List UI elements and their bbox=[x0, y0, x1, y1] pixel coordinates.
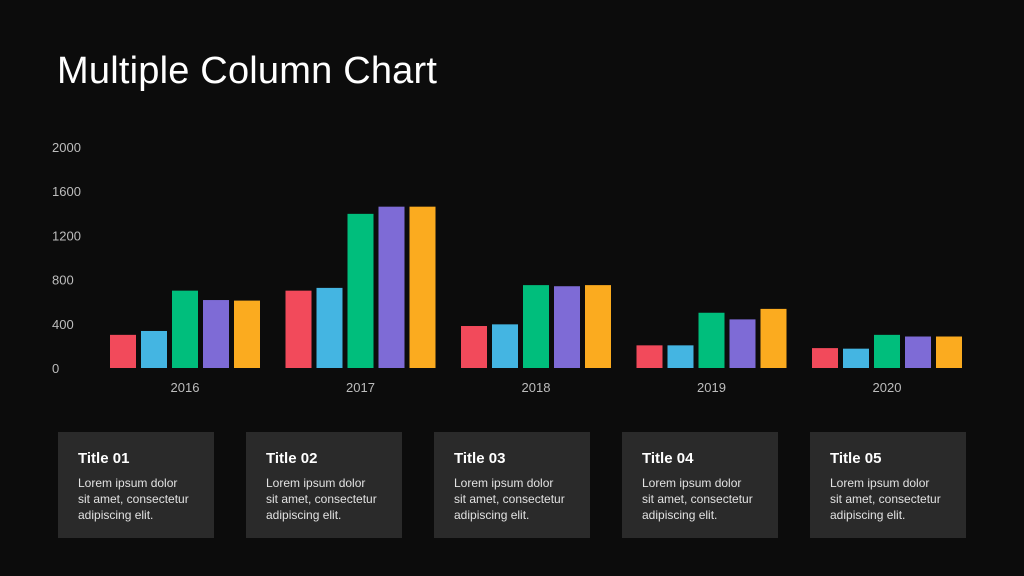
bar bbox=[347, 213, 374, 368]
bar bbox=[905, 336, 931, 368]
x-category-label: 2017 bbox=[346, 380, 375, 395]
bar bbox=[234, 300, 260, 368]
x-category-label: 2020 bbox=[873, 380, 902, 395]
x-category-label: 2018 bbox=[522, 380, 551, 395]
y-tick-label: 1600 bbox=[52, 184, 81, 199]
card-text-line: adipiscing elit. bbox=[830, 508, 906, 522]
x-category-label: 2016 bbox=[171, 380, 200, 395]
card-text: Lorem ipsum dolor sit amet, consectetur … bbox=[454, 475, 570, 523]
card-title: Title 05 bbox=[830, 450, 882, 467]
card-text-line: Lorem ipsum dolor bbox=[830, 476, 930, 490]
bar bbox=[409, 206, 436, 368]
card-text-line: sit amet, consectetur bbox=[266, 492, 377, 506]
bar bbox=[492, 324, 518, 368]
card-3: Title 03 Lorem ipsum dolor sit amet, con… bbox=[434, 432, 590, 538]
card-text-line: adipiscing elit. bbox=[266, 508, 342, 522]
bar bbox=[110, 334, 136, 368]
bar bbox=[636, 345, 663, 368]
card-1: Title 01 Lorem ipsum dolor sit amet, con… bbox=[58, 432, 214, 538]
card-text-line: adipiscing elit. bbox=[78, 508, 154, 522]
card-text-line: sit amet, consectetur bbox=[642, 492, 753, 506]
card-2: Title 02 Lorem ipsum dolor sit amet, con… bbox=[246, 432, 402, 538]
bar bbox=[141, 330, 167, 368]
card-text-line: adipiscing elit. bbox=[642, 508, 718, 522]
card-text-line: Lorem ipsum dolor bbox=[78, 476, 178, 490]
card-text-line: sit amet, consectetur bbox=[78, 492, 189, 506]
card-text-line: Lorem ipsum dolor bbox=[266, 476, 366, 490]
card-title: Title 01 bbox=[78, 450, 130, 467]
y-tick-label: 1200 bbox=[52, 228, 81, 243]
bar bbox=[203, 300, 229, 368]
card-text: Lorem ipsum dolor sit amet, consectetur … bbox=[830, 475, 946, 523]
bar bbox=[554, 286, 580, 368]
bar bbox=[729, 319, 756, 368]
card-text-line: sit amet, consectetur bbox=[830, 492, 941, 506]
bar bbox=[874, 334, 900, 368]
bar bbox=[843, 348, 869, 368]
card-text: Lorem ipsum dolor sit amet, consectetur … bbox=[78, 475, 194, 523]
x-category-label: 2019 bbox=[697, 380, 726, 395]
bar bbox=[378, 206, 405, 368]
card-text-line: Lorem ipsum dolor bbox=[642, 476, 742, 490]
card-4: Title 04 Lorem ipsum dolor sit amet, con… bbox=[622, 432, 778, 538]
bar bbox=[316, 287, 343, 368]
card-text: Lorem ipsum dolor sit amet, consectetur … bbox=[642, 475, 758, 523]
card-text-line: adipiscing elit. bbox=[454, 508, 530, 522]
page-title: Multiple Column Chart bbox=[57, 50, 438, 92]
bar bbox=[698, 312, 725, 368]
bar bbox=[585, 285, 611, 368]
card-text-line: Lorem ipsum dolor bbox=[454, 476, 554, 490]
bar bbox=[172, 290, 198, 368]
bar bbox=[523, 285, 549, 368]
card-text-line: sit amet, consectetur bbox=[454, 492, 565, 506]
bar bbox=[812, 348, 838, 368]
bar bbox=[461, 326, 487, 368]
y-tick-label: 0 bbox=[52, 361, 59, 376]
bar bbox=[667, 345, 694, 368]
y-tick-label: 400 bbox=[52, 317, 74, 332]
bar bbox=[936, 336, 962, 368]
y-tick-label: 2000 bbox=[52, 140, 81, 155]
card-text: Lorem ipsum dolor sit amet, consectetur … bbox=[266, 475, 382, 523]
card-5: Title 05 Lorem ipsum dolor sit amet, con… bbox=[810, 432, 966, 538]
card-title: Title 04 bbox=[642, 450, 694, 467]
title-cards: Title 01 Lorem ipsum dolor sit amet, con… bbox=[58, 432, 968, 538]
y-tick-label: 800 bbox=[52, 273, 74, 288]
bar bbox=[760, 308, 787, 368]
bar bbox=[285, 290, 312, 368]
card-title: Title 03 bbox=[454, 450, 506, 467]
column-chart: 0 400 800 1200 1600 2000 2016 2017 2018 2019 2020 bbox=[52, 140, 962, 395]
card-title: Title 02 bbox=[266, 450, 318, 467]
